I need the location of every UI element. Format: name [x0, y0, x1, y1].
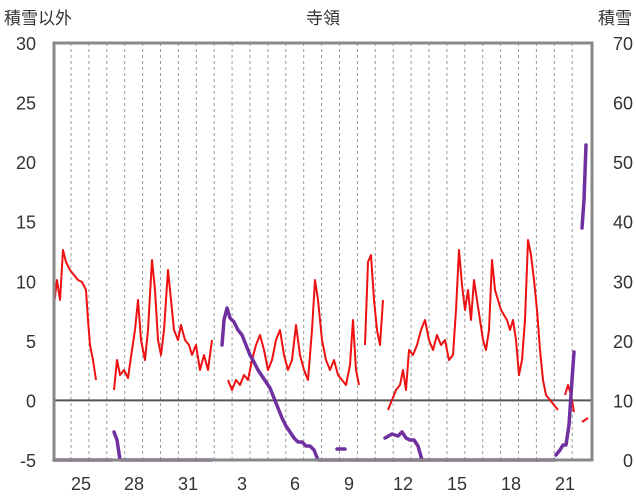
- left-tick-label: 30: [16, 34, 36, 54]
- left-tick-label: 25: [16, 94, 36, 114]
- x-tick-label: 21: [555, 474, 575, 494]
- x-tick-label: 31: [178, 474, 198, 494]
- right-tick-label: 40: [613, 213, 633, 233]
- right-tick-label: 10: [613, 391, 633, 411]
- x-tick-label: 15: [447, 474, 467, 494]
- x-tick-label: 25: [71, 474, 91, 494]
- x-tick-label: 3: [237, 474, 247, 494]
- plot-frame: [52, 41, 594, 462]
- x-tick-labels: 25 28 31 3 6 9 12 15 18 21: [71, 474, 575, 494]
- purple-series-line: [112, 430, 214, 462]
- x-tick-label: 28: [124, 474, 144, 494]
- x-tick-label: 9: [344, 474, 354, 494]
- purple-series-line: [580, 143, 588, 230]
- purple-series-line: [220, 306, 347, 462]
- left-tick-label: 15: [16, 213, 36, 233]
- red-series-line: [581, 417, 589, 423]
- right-tick-label: 60: [613, 94, 633, 114]
- red-series-line: [387, 239, 559, 411]
- purple-series-line: [554, 350, 576, 457]
- left-tick-label: -5: [20, 451, 36, 471]
- left-tick-label: 10: [16, 272, 36, 292]
- red-series-line: [227, 279, 360, 391]
- right-tick-label: 50: [613, 153, 633, 173]
- right-tick-label: 70: [613, 34, 633, 54]
- purple-series-line: [383, 430, 424, 462]
- red-series-line: [564, 384, 575, 413]
- red-series-line: [113, 259, 213, 391]
- right-axis-title: 積雪: [598, 9, 632, 29]
- right-tick-label: 30: [613, 272, 633, 292]
- series-group: [52, 143, 589, 462]
- left-tick-label: 5: [26, 332, 36, 352]
- x-tick-label: 6: [290, 474, 300, 494]
- grid: [70, 43, 573, 460]
- x-tick-label: 18: [501, 474, 521, 494]
- x-tick-label: 12: [393, 474, 413, 494]
- left-tick-label: 20: [16, 153, 36, 173]
- right-tick-label: 0: [623, 451, 633, 471]
- right-tick-label: 20: [613, 332, 633, 352]
- left-tick-label: 0: [26, 391, 36, 411]
- right-tick-labels: 70 60 50 40 30 20 10 0: [613, 34, 633, 471]
- red-series-line: [53, 249, 97, 381]
- left-tick-labels: 30 25 20 15 10 5 0 -5: [16, 34, 36, 471]
- chart-title: 寺領: [306, 9, 340, 29]
- red-series-line: [364, 254, 384, 346]
- left-axis-title: 積雪以外: [4, 9, 72, 29]
